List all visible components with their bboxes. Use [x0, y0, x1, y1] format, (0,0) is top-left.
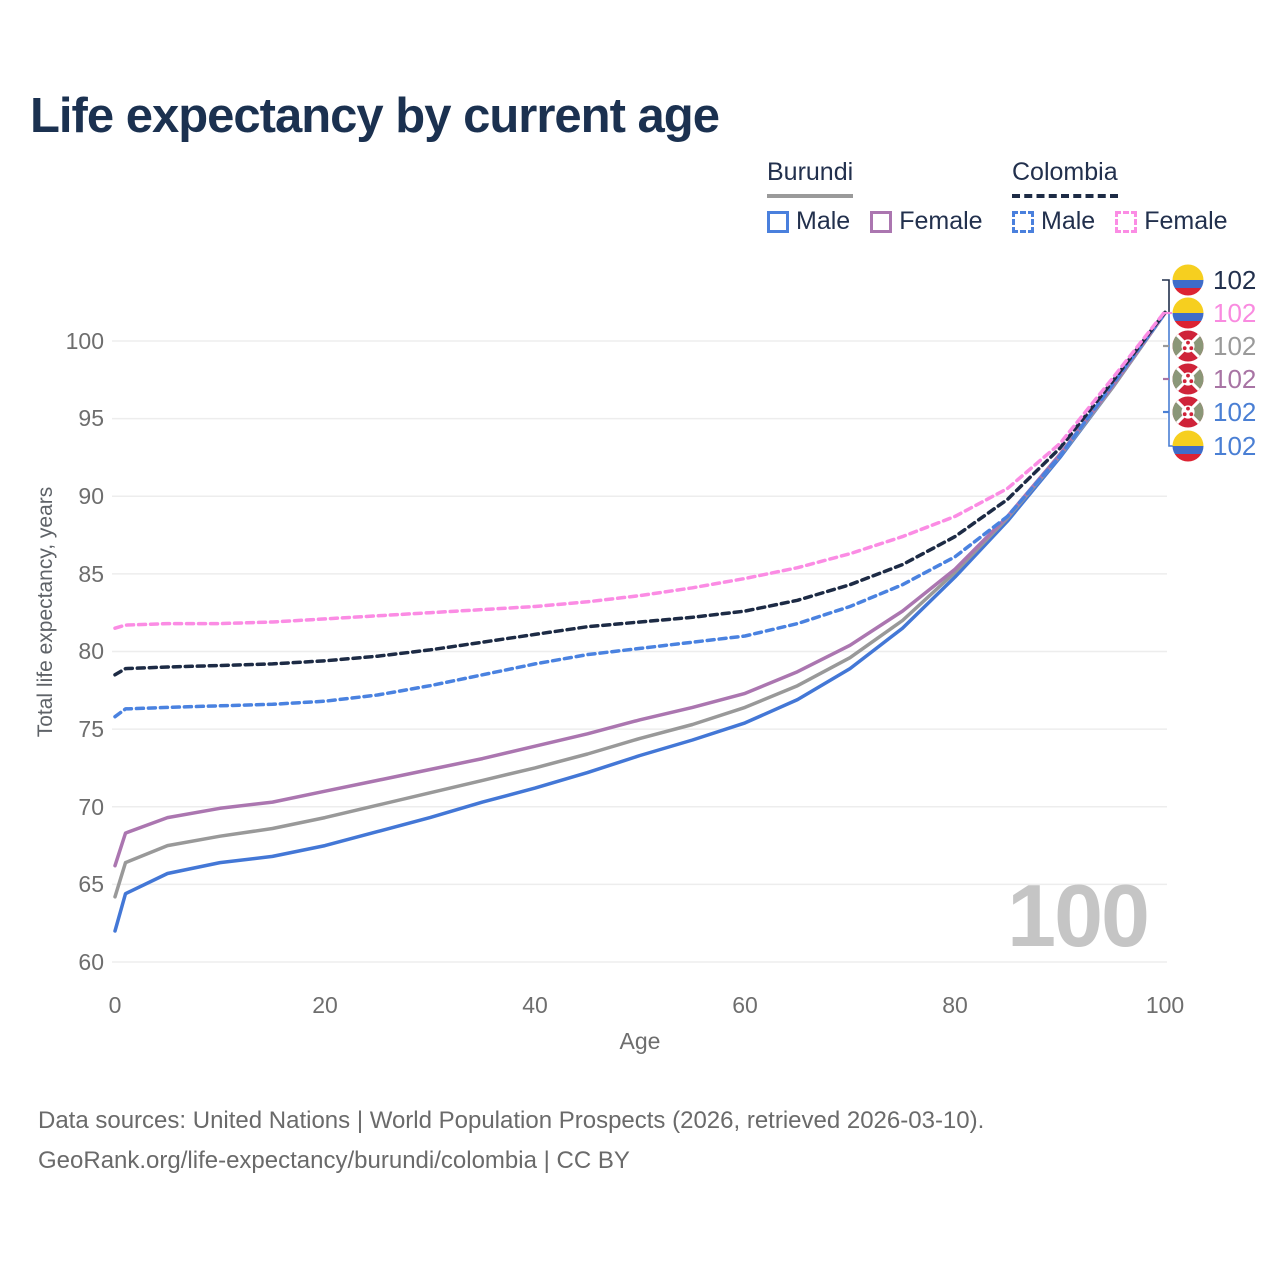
burundi-flag-icon [1172, 363, 1204, 395]
y-tick-95: 95 [78, 405, 104, 431]
end-label-burundi-male: 102 [1172, 396, 1256, 428]
age-counter-watermark: 100 [1007, 866, 1150, 965]
series-colombia-both-sexes[interactable] [113, 310, 1167, 677]
end-value: 102 [1213, 331, 1257, 361]
data-sources-line: Data sources: United Nations | World Pop… [38, 1107, 985, 1134]
burundi-flag-icon [1172, 330, 1204, 362]
burundi-male-swatch-icon [767, 210, 789, 233]
colombia-flag-icon [1172, 430, 1204, 462]
y-tick-85: 85 [78, 561, 104, 587]
colombia-female-swatch-icon [1115, 210, 1138, 233]
y-tick-70: 70 [78, 794, 104, 820]
legend-label: Female [1144, 207, 1228, 235]
legend-item-colombia-male[interactable]: Male [1012, 207, 1095, 236]
burundi-flag-icon [1172, 396, 1204, 428]
legend-item-colombia-female[interactable]: Female [1115, 207, 1228, 236]
y-tick-75: 75 [78, 716, 104, 742]
y-tick-90: 90 [78, 483, 104, 509]
legend-item-burundi-female[interactable]: Female [870, 207, 983, 236]
end-value: 102 [1213, 265, 1257, 295]
colombia-flag-icon [1172, 264, 1204, 296]
y-tick-60: 60 [78, 949, 104, 975]
y-tick-65: 65 [78, 871, 104, 897]
end-value: 102 [1213, 298, 1257, 328]
legend-group-burundi: Burundi Male Female [767, 158, 1003, 236]
colombia-male-swatch-icon [1012, 210, 1034, 233]
x-tick-0: 0 [108, 992, 122, 1018]
x-tick-60: 60 [732, 992, 758, 1018]
legend-country-colombia[interactable]: Colombia [1012, 158, 1118, 198]
y-tick-100: 100 [65, 328, 104, 354]
leader-line-bottom [1168, 313, 1173, 447]
end-label-burundi-both: 102 [1172, 330, 1256, 362]
legend-label: Male [796, 207, 851, 235]
legend-group-colombia: Colombia Male Female [1012, 158, 1228, 236]
x-axis-title: Age [619, 1028, 661, 1054]
legend-item-burundi-male[interactable]: Male [767, 207, 850, 236]
burundi-female-swatch-icon [870, 210, 893, 233]
end-label-burundi-female: 102 [1172, 363, 1256, 395]
series-colombia-female[interactable] [113, 309, 1167, 630]
x-tick-20: 20 [312, 992, 338, 1018]
end-label-colombia-both: 102 [1172, 264, 1256, 296]
series-burundi-both-sexes[interactable] [113, 311, 1167, 899]
legend-country-burundi[interactable]: Burundi [767, 158, 854, 198]
x-tick-40: 40 [522, 992, 548, 1018]
end-value: 102 [1213, 431, 1257, 461]
end-label-colombia-female: 102 [1172, 297, 1256, 329]
legend-label: Female [899, 207, 983, 235]
page-title: Life expectancy by current age [30, 89, 720, 143]
y-tick-80: 80 [78, 638, 104, 664]
colombia-flag-icon [1172, 297, 1204, 329]
series-colombia-male[interactable] [113, 311, 1167, 719]
x-tick-80: 80 [942, 992, 968, 1018]
end-value: 102 [1213, 397, 1257, 427]
end-label-colombia-male: 102 [1172, 430, 1256, 462]
x-tick-100: 100 [1145, 992, 1185, 1018]
legend-label: Male [1041, 207, 1096, 235]
y-axis-title: Total life expectancy, years [34, 486, 57, 738]
end-value: 102 [1213, 364, 1257, 394]
series-burundi-male[interactable] [113, 311, 1167, 933]
series-burundi-female[interactable] [113, 311, 1167, 868]
attribution-line[interactable]: GeoRank.org/life-expectancy/burundi/colo… [38, 1147, 630, 1174]
leader-line-top [1162, 279, 1170, 313]
